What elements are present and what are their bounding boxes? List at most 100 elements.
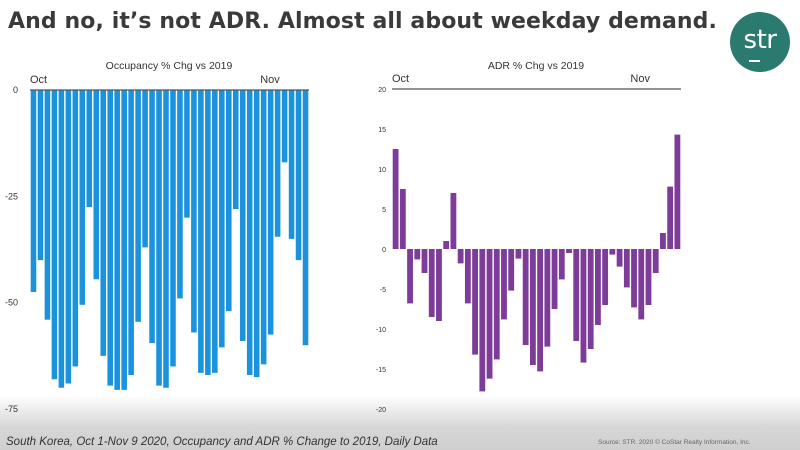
occupancy-bar [79,90,86,305]
footer-background [0,395,800,450]
occupancy-bar [30,90,37,293]
adr-bar [602,249,609,305]
str-logo: str [730,12,790,72]
adr-bar [399,189,406,249]
adr-bar [573,249,580,341]
adr-bar [392,149,399,249]
footnote: South Korea, Oct 1-Nov 9 2020, Occupancy… [6,436,438,448]
adr-bar [428,249,435,317]
occupancy-bar [177,90,183,299]
occupancy-bar [239,90,246,341]
adr-bar [631,249,637,308]
adr-y-ticks: 20 15 10 5 0 -5 -10 -15 -20 [376,87,386,414]
occupancy-bar [72,90,79,367]
occupancy-month-label: Oct [30,74,47,86]
occupancy-bar [65,90,72,384]
adr-bar [645,249,652,305]
occupancy-bar [219,90,225,348]
occupancy-bar [198,90,204,373]
adr-bar [407,249,413,304]
adr-bar [501,249,507,320]
adr-bar [450,193,457,249]
adr-bar [544,249,551,347]
adr-bar [522,249,529,345]
adr-bar [457,249,464,264]
adr-bar [486,249,493,379]
adr-bar [515,249,522,259]
adr-bar [674,134,681,249]
logo-text: str [743,25,777,55]
occupancy-bar [44,90,51,320]
occupancy-chart: Occupancy % Chg vs 2019 0 -25 -50 -75 Oct No… [5,60,309,414]
occupancy-y-tick-label: -25 [5,191,18,201]
occupancy-bar [274,90,281,237]
occupancy-bar [267,90,274,335]
occupancy-y-tick-label: -75 [5,404,18,414]
adr-bar [587,249,594,349]
adr-bar [436,249,442,321]
adr-bar [479,249,486,392]
adr-bar [623,249,630,288]
adr-bar [508,249,515,291]
occupancy-bar [114,90,120,390]
adr-chart-title: ADR % Chg vs 2019 [488,60,584,72]
adr-y-tick-label: 20 [378,87,386,94]
adr-bar [667,186,674,249]
occupancy-bar [302,90,309,346]
adr-bar [660,233,666,249]
adr-bar [493,249,500,360]
occupancy-bars [30,90,309,390]
occupancy-bar [288,90,295,239]
adr-bar [558,249,565,280]
adr-bar [638,249,645,320]
occupancy-bar [226,90,232,312]
occupancy-bar [212,90,218,373]
adr-y-tick-label: 15 [378,127,386,134]
occupancy-bar [142,90,148,248]
adr-y-tick-label: -20 [376,407,386,414]
occupancy-month-label: Nov [260,74,280,86]
occupancy-y-tick-label: 0 [13,85,18,95]
occupancy-y-ticks: 0 -25 -50 -75 [5,85,18,414]
occupancy-bar [184,90,190,218]
occupancy-bar [149,90,155,344]
adr-month-label: Nov [630,73,650,85]
adr-month-labels: Oct Nov [392,73,650,85]
occupancy-bar [121,90,127,390]
adr-y-tick-label: -5 [380,287,386,294]
occupancy-bar [295,90,302,261]
adr-month-label: Oct [392,73,409,85]
occupancy-bar [260,90,267,365]
adr-bar [529,249,536,365]
occupancy-bar [100,90,107,356]
occupancy-bar [156,90,162,386]
occupancy-bar [128,90,134,375]
occupancy-bar [58,90,65,388]
adr-bar [414,249,421,260]
adr-bar [421,249,428,273]
adr-bar [580,249,587,363]
adr-bar [464,249,471,304]
adr-bar [443,241,450,249]
adr-y-tick-label: -10 [376,327,386,334]
occupancy-bar [191,90,197,333]
adr-chart: ADR % Chg vs 2019 20 15 10 5 0 -5 -10 -15 -20 Oc… [376,60,681,414]
occupancy-bar [93,90,100,280]
occupancy-bar [37,90,44,261]
adr-bars [392,134,681,392]
occupancy-bar [170,90,176,367]
adr-bar [595,249,601,325]
adr-y-tick-label: 5 [382,207,386,214]
source-credit: Source: STR. 2020 © CoStar Realty Inform… [598,439,751,446]
adr-bar [472,249,478,355]
adr-bar [537,249,544,372]
occupancy-bar [86,90,93,207]
adr-bar [566,249,572,253]
occupancy-bar [163,90,169,388]
occupancy-chart-title: Occupancy % Chg vs 2019 [106,60,233,72]
occupancy-bar [107,90,113,386]
occupancy-bar [135,90,141,322]
adr-bar [652,249,659,273]
adr-bar [616,249,623,267]
